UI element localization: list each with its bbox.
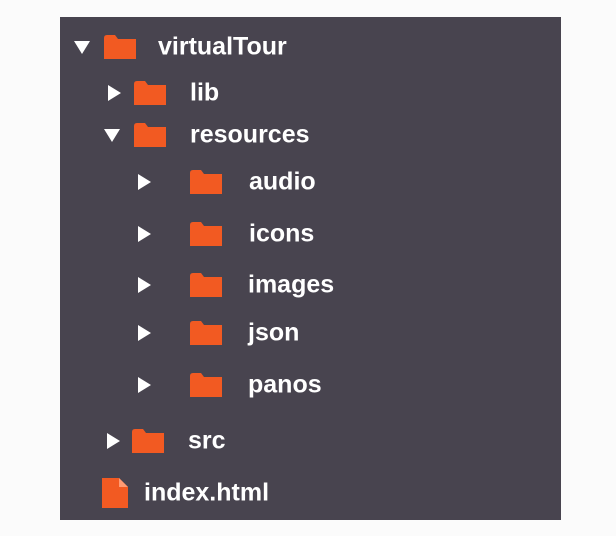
file-tree: virtualTour lib resources audio [60, 17, 561, 520]
collapsed-arrow-icon[interactable] [136, 226, 152, 242]
folder-icon [190, 170, 222, 194]
collapsed-arrow-icon[interactable] [105, 433, 121, 449]
tree-item-label: icons [249, 219, 315, 248]
tree-item-label: src [188, 426, 226, 455]
folder-icon [104, 35, 136, 59]
tree-item-label: index.html [144, 478, 270, 507]
tree-item-audio[interactable]: audio [60, 162, 561, 202]
folder-icon [190, 273, 222, 297]
folder-icon [190, 321, 222, 345]
tree-item-icons[interactable]: icons [60, 214, 561, 254]
folder-icon [134, 123, 166, 147]
file-icon [102, 478, 128, 508]
tree-item-resources[interactable]: resources [60, 115, 561, 155]
tree-item-json[interactable]: json [60, 313, 561, 353]
collapsed-arrow-icon[interactable] [106, 85, 122, 101]
tree-item-panos[interactable]: panos [60, 365, 561, 405]
tree-item-lib[interactable]: lib [60, 73, 561, 113]
tree-item-label: panos [248, 370, 322, 399]
tree-item-label: images [248, 270, 335, 299]
tree-item-label: virtualTour [158, 32, 287, 61]
folder-icon [134, 81, 166, 105]
collapsed-arrow-icon[interactable] [136, 377, 152, 393]
collapsed-arrow-icon[interactable] [136, 325, 152, 341]
folder-icon [190, 222, 222, 246]
expanded-arrow-icon[interactable] [74, 39, 90, 55]
folder-icon [132, 429, 164, 453]
tree-item-src[interactable]: src [60, 421, 561, 461]
tree-item-label: resources [190, 120, 310, 149]
tree-item-index-html[interactable]: index.html [60, 473, 561, 513]
folder-icon [190, 373, 222, 397]
tree-item-virtualtour[interactable]: virtualTour [60, 27, 561, 67]
tree-item-label: lib [190, 78, 220, 107]
tree-item-images[interactable]: images [60, 265, 561, 305]
tree-item-label: json [248, 318, 300, 347]
collapsed-arrow-icon[interactable] [136, 174, 152, 190]
collapsed-arrow-icon[interactable] [136, 277, 152, 293]
expanded-arrow-icon[interactable] [104, 127, 120, 143]
tree-item-label: audio [249, 167, 316, 196]
